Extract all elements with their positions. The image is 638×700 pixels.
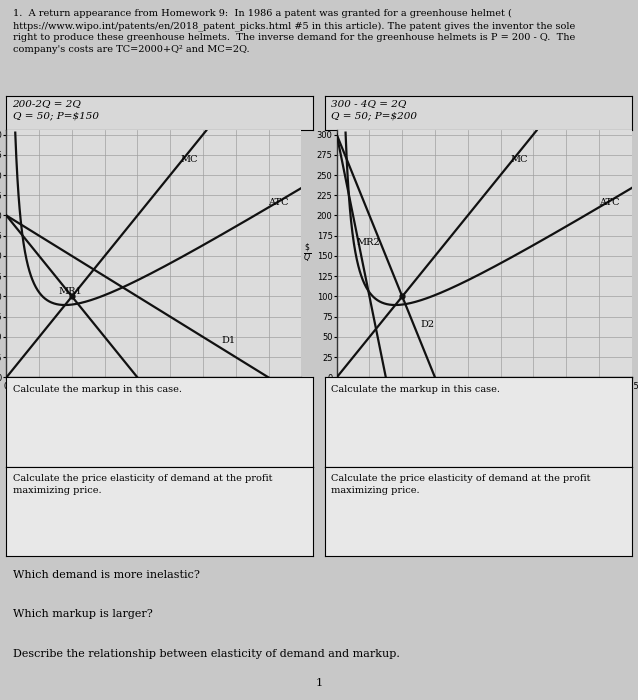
Text: Calculate the markup in this case.: Calculate the markup in this case. <box>13 384 181 393</box>
Text: MC: MC <box>510 155 528 164</box>
Text: Q Greenhouse Helmets: Q Greenhouse Helmets <box>96 422 211 431</box>
Text: Describe the relationship between elasticity of demand and markup.: Describe the relationship between elasti… <box>13 649 399 659</box>
Text: Which markup is larger?: Which markup is larger? <box>13 610 152 620</box>
Text: 200-2Q = 2Q
Q = 50; P=$150: 200-2Q = 2Q Q = 50; P=$150 <box>13 99 98 120</box>
Text: Calculate the price elasticity of demand at the profit
maximizing price.: Calculate the price elasticity of demand… <box>13 474 272 495</box>
X-axis label: Q: Q <box>150 391 158 400</box>
Text: 1: 1 <box>315 678 323 687</box>
Text: ATC: ATC <box>599 198 619 207</box>
X-axis label: Q: Q <box>480 391 488 400</box>
Text: MC: MC <box>180 155 198 164</box>
Text: Which demand is more inelastic?: Which demand is more inelastic? <box>13 570 200 580</box>
Text: D1: D1 <box>221 336 235 345</box>
Text: Calculate the markup in this case.: Calculate the markup in this case. <box>331 384 500 393</box>
Text: ATC: ATC <box>269 198 289 207</box>
Text: 300 - 4Q = 2Q
Q = 50; P=$200: 300 - 4Q = 2Q Q = 50; P=$200 <box>331 99 417 120</box>
Text: Calculate the price elasticity of demand at the profit
maximizing price.: Calculate the price elasticity of demand… <box>331 474 591 495</box>
Text: MR1: MR1 <box>59 287 82 296</box>
Text: D2: D2 <box>420 320 434 329</box>
Text: Q Greenhouse Helmets: Q Greenhouse Helmets <box>427 422 542 431</box>
Y-axis label: $\frac{\$}{Q}$: $\frac{\$}{Q}$ <box>303 242 311 266</box>
Text: 1.  A return appearance from Homework 9:  In 1986 a patent was granted for a gre: 1. A return appearance from Homework 9: … <box>13 9 575 54</box>
Text: MR2: MR2 <box>357 238 380 247</box>
